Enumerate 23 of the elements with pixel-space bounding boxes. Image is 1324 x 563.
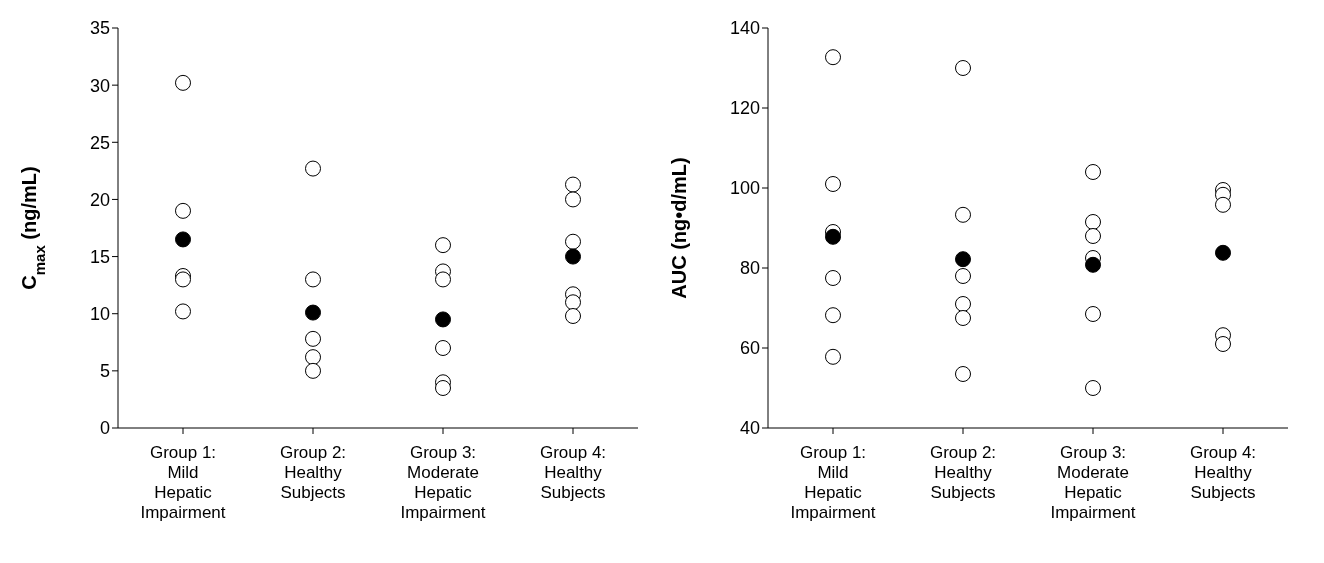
- x-tick-label: Group 3: Moderate Hepatic Impairment: [1050, 443, 1136, 522]
- y-tick-label: 5: [99, 361, 110, 382]
- y-tick-label: 35: [89, 18, 110, 39]
- x-tick-label: Group 1: Mild Hepatic Impairment: [790, 443, 876, 522]
- x-tick-label: Group 4: Healthy Subjects: [1189, 443, 1257, 502]
- y-tick-label: 15: [89, 246, 110, 267]
- y-tick-label: 25: [89, 132, 110, 153]
- y-tick-label: 30: [89, 75, 110, 96]
- y-tick-label: 10: [89, 304, 110, 325]
- y-tick-label: 140: [729, 18, 760, 39]
- x-tick-label: Group 1: Mild Hepatic Impairment: [140, 443, 226, 522]
- x-tick-label: Group 3: Moderate Hepatic Impairment: [400, 443, 486, 522]
- y-tick-label: 60: [739, 338, 760, 359]
- y-axis-title: AUC (ng•d/mL): [668, 157, 690, 299]
- x-tick-label: Group 2: Healthy Subjects: [279, 443, 347, 502]
- y-tick-label: 120: [729, 98, 760, 119]
- y-tick-label: 40: [739, 418, 760, 439]
- y-tick-label: 20: [89, 189, 110, 210]
- x-tick-label: Group 4: Healthy Subjects: [539, 443, 607, 502]
- y-tick-label: 0: [99, 418, 110, 439]
- y-tick-label: 80: [739, 258, 760, 279]
- x-tick-label: Group 2: Healthy Subjects: [929, 443, 997, 502]
- y-tick-label: 100: [729, 178, 760, 199]
